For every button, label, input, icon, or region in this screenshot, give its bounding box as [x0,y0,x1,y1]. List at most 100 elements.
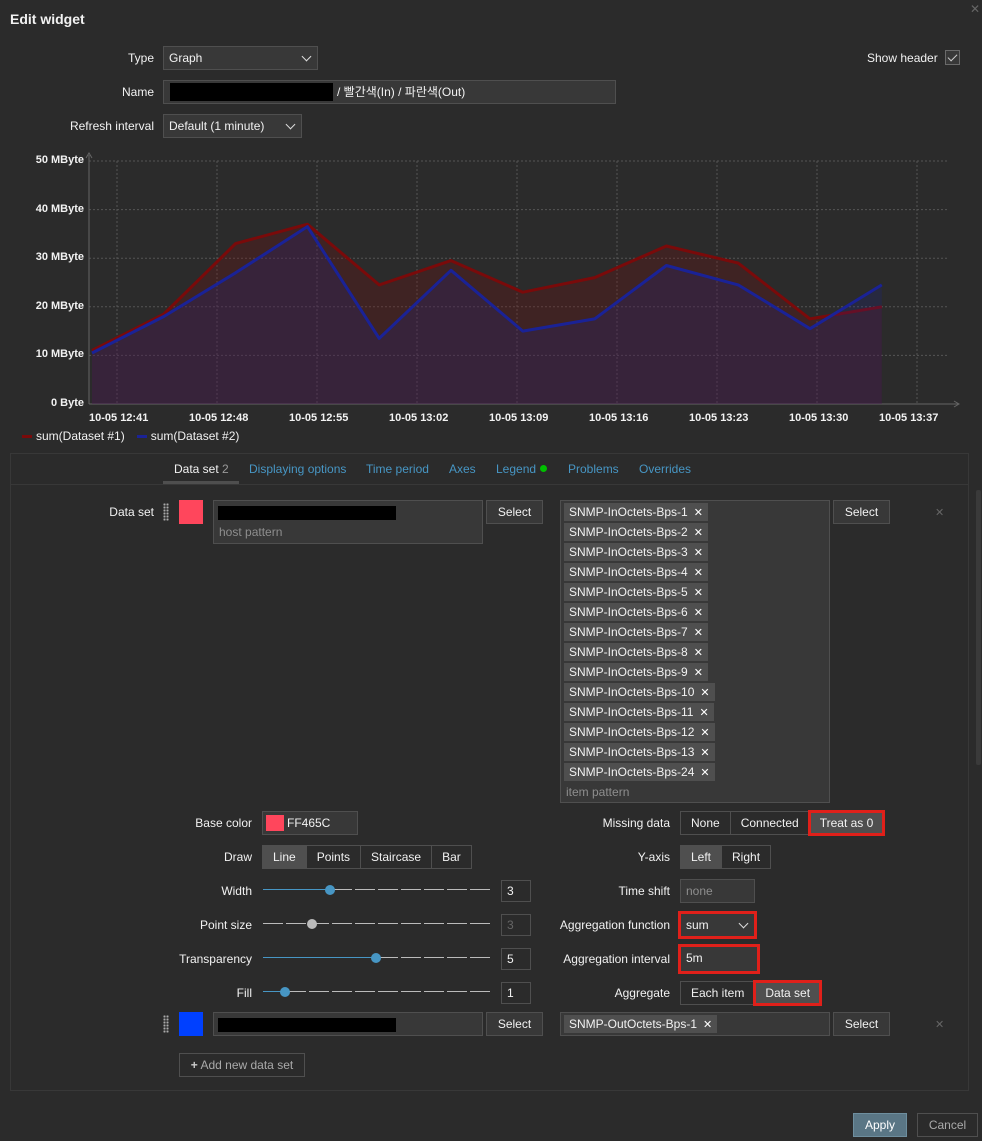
aggregation-function-select[interactable]: sum [678,911,757,939]
remove-chip-icon[interactable]: ✕ [693,607,703,619]
item-chip-label: SNMP-InOctets-Bps-7 [569,625,688,639]
tab-displaying-options[interactable]: Displaying options [249,462,347,476]
item-select-button[interactable]: Select [833,500,890,524]
remove-chip-icon[interactable]: ✕ [693,527,703,539]
remove-chip-icon[interactable]: ✕ [700,747,710,759]
aggregate-segmented: Each item Data set [680,980,823,1006]
y-axis-option-right[interactable]: Right [722,846,771,868]
item-pattern-input[interactable]: item pattern SNMP-InOctets-Bps-1 ✕ SNMP-In… [560,500,830,803]
add-new-data-set-button[interactable]: + Add new data set [179,1053,305,1077]
type-select[interactable]: Graph [163,46,318,70]
draw-option-staircase[interactable]: Staircase [361,846,433,868]
missing-option-connected[interactable]: Connected [730,812,810,834]
tab-overrides[interactable]: Overrides [639,462,692,476]
host-pattern-input[interactable]: host pattern [213,500,483,544]
data-set-label: Data set [109,505,154,519]
y-tick-label: 30 MByte [35,251,84,264]
dataset2-host-input[interactable] [213,1012,483,1036]
transparency-label: Transparency [179,952,252,966]
drag-handle-icon[interactable] [163,503,169,521]
dataset1-color-swatch[interactable] [179,500,203,524]
fill-slider-handle[interactable] [280,987,290,997]
item-chip: SNMP-InOctets-Bps-2 ✕ [564,523,708,541]
point-size-slider-handle [307,919,317,929]
transparency-slider-handle[interactable] [371,953,381,963]
tab-axes[interactable]: Axes [449,462,476,476]
width-input[interactable]: 3 [501,880,531,902]
scrollbar[interactable] [976,490,981,765]
fill-slider[interactable] [263,982,491,1002]
remove-chip-icon[interactable]: ✕ [700,687,710,699]
y-axis-arrow [85,152,93,159]
remove-chip-icon[interactable]: ✕ [700,727,710,739]
chevron-down-icon [301,51,312,62]
item-chip: SNMP-InOctets-Bps-13 ✕ [564,743,715,761]
remove-chip-icon[interactable]: ✕ [693,547,703,559]
tab-legend[interactable]: Legend [496,462,548,476]
y-tick-label: 0 Byte [50,397,84,409]
remove-chip-icon[interactable]: ✕ [693,627,703,639]
missing-option-treat-as-0[interactable]: Treat as 0 [807,810,886,836]
drag-handle-icon[interactable] [163,1015,169,1033]
legend-item: sum(Dataset #2) [136,429,239,443]
name-input[interactable]: / 빨간색(In) / 파란색(Out) [163,80,616,104]
status-dot-icon [540,465,548,472]
aggregate-option-data-set[interactable]: Data set [753,980,823,1006]
dataset2-item-select-button[interactable]: Select [833,1012,890,1036]
remove-chip-icon[interactable]: ✕ [700,767,710,779]
item-pattern-placeholder: item pattern [566,785,630,799]
remove-chip-icon[interactable]: ✕ [693,667,703,679]
point-size-label: Point size [199,918,252,932]
chevron-down-icon [285,119,296,130]
draw-option-points[interactable]: Points [306,846,362,868]
base-color-label: Base color [195,816,252,830]
width-slider[interactable] [263,880,491,900]
refresh-interval-select[interactable]: Default (1 minute) [163,114,302,138]
aggregation-interval-input[interactable]: 5m [678,944,760,974]
apply-button[interactable]: Apply [853,1113,907,1137]
transparency-slider[interactable] [263,948,491,968]
transparency-input[interactable]: 5 [501,948,531,970]
missing-option-none[interactable]: None [681,812,731,834]
item-chip: SNMP-InOctets-Bps-24 ✕ [564,763,715,781]
y-axis-option-left[interactable]: Left [681,846,723,868]
dataset2-host-select-button[interactable]: Select [486,1012,543,1036]
dataset2-item-input[interactable]: SNMP-OutOctets-Bps-1 ✕ [560,1012,830,1036]
host-pattern-placeholder: host pattern [219,525,283,539]
remove-chip-icon[interactable]: ✕ [693,507,703,519]
remove-chip-icon[interactable]: ✕ [693,587,703,599]
remove-chip-icon[interactable]: ✕ [699,707,709,719]
base-color-input[interactable]: FF465C [262,811,358,835]
item-chip: SNMP-InOctets-Bps-9 ✕ [564,663,708,681]
remove-dataset1-icon[interactable]: ✕ [935,507,945,519]
remove-chip-icon[interactable]: ✕ [703,1019,713,1031]
point-size-input: 3 [501,914,531,936]
item-chip-label: SNMP-InOctets-Bps-8 [569,645,688,659]
item-chip-label: SNMP-InOctets-Bps-13 [569,745,695,759]
remove-chip-icon[interactable]: ✕ [693,567,703,579]
close-icon[interactable]: ✕ [969,2,980,16]
cancel-button[interactable]: Cancel [917,1113,978,1137]
x-tick-label: 10-05 12:48 [189,412,249,424]
redacted-host [218,506,396,520]
tab-data-set[interactable]: Data set 2 [174,462,229,476]
tab-time-period[interactable]: Time period [366,462,429,476]
item-chip-label: SNMP-InOctets-Bps-5 [569,585,688,599]
show-header-checkbox[interactable] [945,50,960,65]
width-label: Width [221,884,252,898]
dataset2-color-swatch[interactable] [179,1012,203,1036]
graph-preview [0,150,982,450]
graph-svg [85,152,960,408]
draw-option-line[interactable]: Line [263,846,307,868]
fill-input[interactable]: 1 [501,982,531,1004]
type-select-value: Graph [169,51,203,65]
remove-chip-icon[interactable]: ✕ [693,647,703,659]
tab-problems[interactable]: Problems [568,462,619,476]
point-size-slider [263,914,491,934]
host-select-button[interactable]: Select [486,500,543,524]
draw-option-bar[interactable]: Bar [432,846,471,868]
width-slider-handle[interactable] [325,885,335,895]
time-shift-input[interactable]: none [680,879,755,903]
aggregate-option-each-item[interactable]: Each item [681,982,756,1004]
remove-dataset2-icon[interactable]: ✕ [935,1019,945,1031]
